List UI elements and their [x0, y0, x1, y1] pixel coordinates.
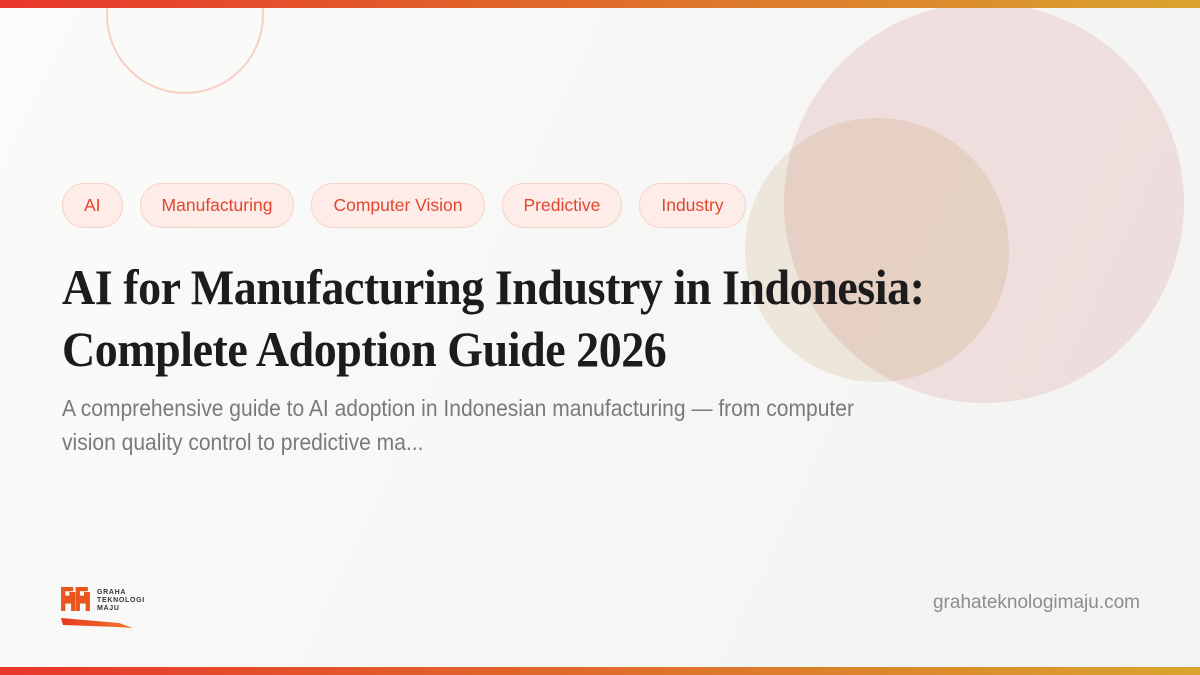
logo-text-line-3: MAJU [97, 605, 120, 612]
logo-text-line-2: TEKNOLOGI [97, 597, 145, 604]
title-line-2: Complete Adoption Guide 2026 [62, 321, 667, 377]
tag-manufacturing[interactable]: Manufacturing [139, 183, 295, 228]
graha-logo-icon [61, 587, 90, 612]
logo-swoosh-icon [61, 618, 133, 628]
title-line-1: AI for Manufacturing Industry in Indones… [62, 259, 925, 315]
tag-predictive[interactable]: Predictive [501, 183, 623, 228]
tag-computer-vision[interactable]: Computer Vision [311, 183, 485, 228]
subtitle: A comprehensive guide to AI adoption in … [62, 391, 928, 459]
company-logo: GRAHA TEKNOLOGI MAJU [61, 587, 145, 629]
website-url: grahateknologimaju.com [932, 592, 1140, 613]
decorative-circle-beige [745, 118, 1009, 382]
subtitle-line-2: vision quality control to predictive ma.… [62, 429, 424, 455]
subtitle-line-1: A comprehensive guide to AI adoption in … [62, 395, 855, 421]
page-title: AI for Manufacturing Industry in Indones… [62, 256, 999, 380]
top-accent-bar [0, 0, 1200, 8]
logo-text-line-1: GRAHA [97, 589, 127, 596]
logo-wordmark: GRAHA TEKNOLOGI MAJU [97, 587, 145, 613]
tag-industry[interactable]: Industry [639, 183, 746, 228]
decorative-ring [106, 0, 264, 94]
tag-list: AI Manufacturing Computer Vision Predict… [62, 183, 746, 228]
tag-ai[interactable]: AI [62, 183, 123, 228]
bottom-accent-bar [0, 667, 1200, 675]
